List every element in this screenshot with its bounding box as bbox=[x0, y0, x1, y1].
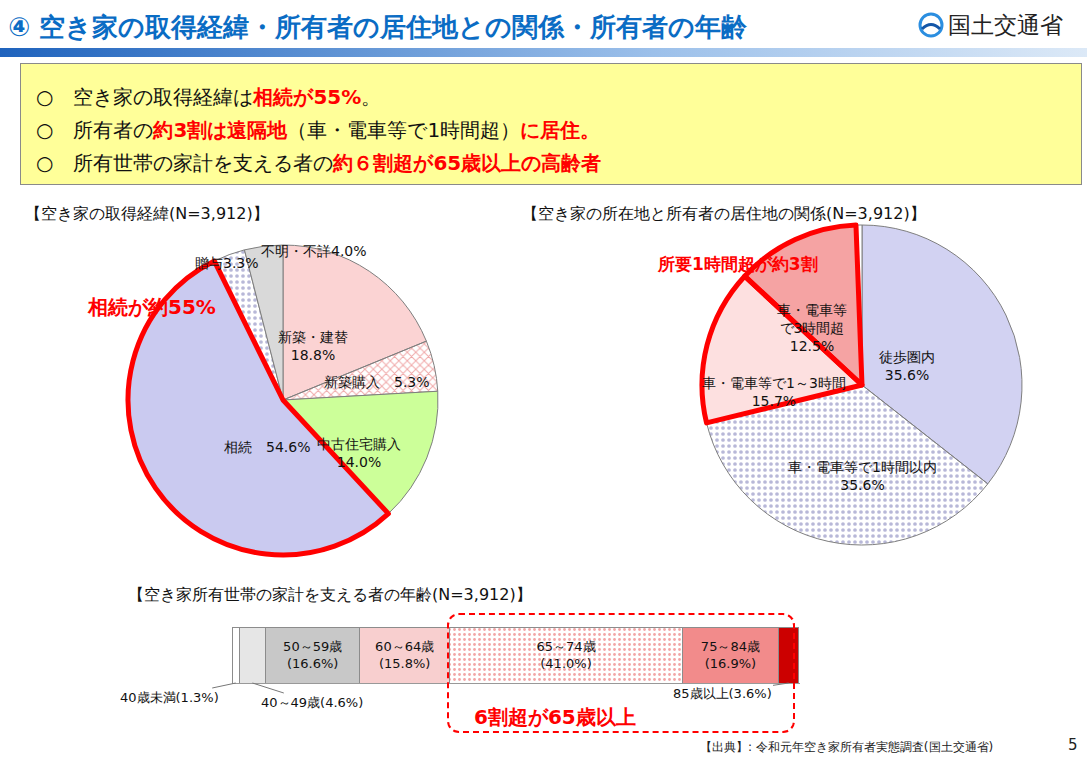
html-text:国土交通省: 国土交通省 bbox=[948, 12, 1063, 38]
svg-text:新築・建替18.8%: 新築・建替18.8% bbox=[278, 329, 348, 363]
html-text:④ 空き家の取得経緯・所有者の居住地との関係・所有者の年齢: ④ 空き家の取得経緯・所有者の居住地との関係・所有者の年齢 bbox=[8, 12, 748, 42]
svg-text:60～64歳(15.8%): 60～64歳(15.8%) bbox=[375, 639, 434, 671]
html-text:5: 5 bbox=[1068, 736, 1078, 754]
svg-text:相続が約55%: 相続が約55% bbox=[87, 295, 216, 319]
svg-text:75～84歳(16.9%): 75～84歳(16.9%) bbox=[701, 639, 760, 671]
html-text:【空き家所有世帯の家計を支える者の年齢(N=3,912)】: 【空き家所有世帯の家計を支える者の年齢(N=3,912)】 bbox=[128, 585, 532, 604]
html-text:○ 所有者の約3割は遠隔地（車・電車等で1時間超）に居住。: ○ 所有者の約3割は遠隔地（車・電車等で1時間超）に居住。 bbox=[36, 118, 601, 142]
html-text:【空き家の取得経緯(N=3,912)】: 【空き家の取得経緯(N=3,912)】 bbox=[25, 204, 269, 223]
svg-text:50～59歳(16.6%): 50～59歳(16.6%) bbox=[283, 639, 342, 671]
svg-text:40歳未満(1.3%): 40歳未満(1.3%) bbox=[120, 690, 219, 705]
html-text:【空き家の所在地と所有者の居住地の関係(N=3,912)】: 【空き家の所在地と所有者の居住地の関係(N=3,912)】 bbox=[522, 204, 926, 223]
svg-text:不明・不詳4.0%: 不明・不詳4.0% bbox=[261, 243, 367, 259]
svg-text:徒歩圏内35.6%: 徒歩圏内35.6% bbox=[879, 349, 935, 383]
svg-text:車・電車等で1～3時間15.7%: 車・電車等で1～3時間15.7% bbox=[702, 375, 846, 409]
html-text:【出典】: 令和元年空き家所有者実態調査(国土交通省): 【出典】: 令和元年空き家所有者実態調査(国土交通省) bbox=[700, 740, 994, 754]
svg-text:車・電車等で3時間超12.5%: 車・電車等で3時間超12.5% bbox=[777, 302, 847, 354]
svg-text:贈与3.3%: 贈与3.3% bbox=[195, 255, 259, 271]
html-text:6割超が65歳以上: 6割超が65歳以上 bbox=[474, 705, 636, 729]
svg-text:40～49歳(4.6%): 40～49歳(4.6%) bbox=[261, 695, 363, 710]
svg-text:65～74歳(41.0%): 65～74歳(41.0%) bbox=[536, 639, 595, 671]
svg-text:85歳以上(3.6%): 85歳以上(3.6%) bbox=[673, 686, 772, 701]
html-text:○ 空き家の取得経緯は相続が55%。: ○ 空き家の取得経緯は相続が55%。 bbox=[36, 85, 382, 109]
svg-text:新築購入 5.3%: 新築購入 5.3% bbox=[324, 374, 430, 390]
html-text:○ 所有世帯の家計を支える者の約６割超が65歳以上の高齢者: ○ 所有世帯の家計を支える者の約６割超が65歳以上の高齢者 bbox=[36, 151, 602, 175]
svg-text:車・電車等で1時間以内35.6%: 車・電車等で1時間以内35.6% bbox=[788, 459, 937, 493]
svg-text:中古住宅購入14.0%: 中古住宅購入14.0% bbox=[317, 436, 401, 470]
svg-text:相続 54.6%: 相続 54.6% bbox=[224, 439, 310, 455]
svg-text:所要1時間超が約3割: 所要1時間超が約3割 bbox=[657, 254, 818, 274]
